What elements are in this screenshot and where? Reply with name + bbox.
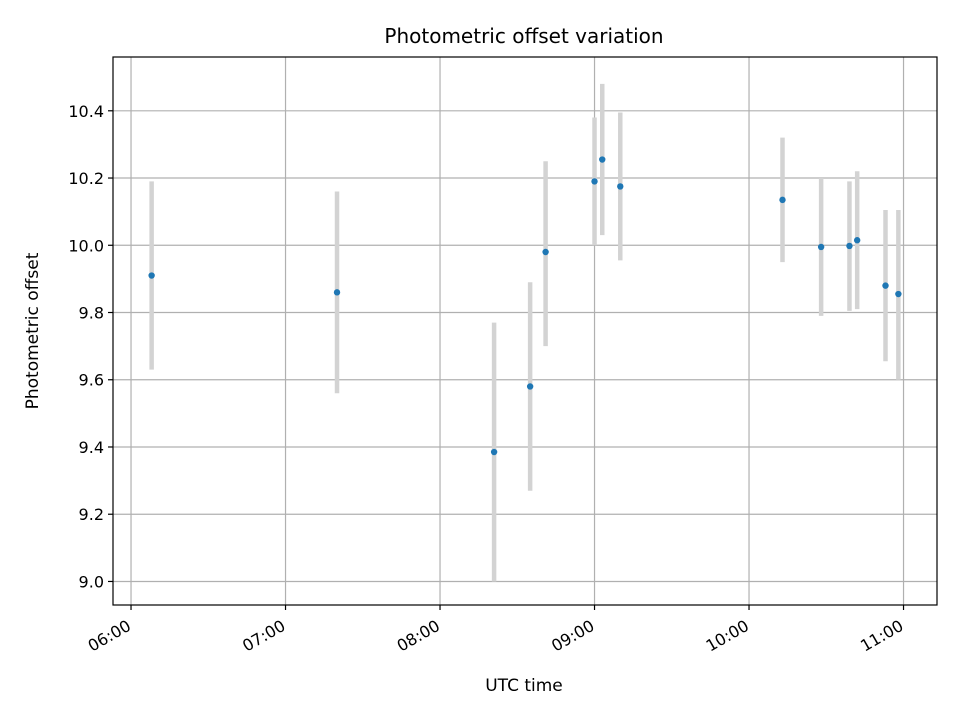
y-tick-label: 9.2 (79, 505, 104, 524)
data-points (148, 156, 902, 456)
data-point (846, 242, 853, 250)
data-point (542, 248, 549, 256)
data-point (599, 156, 606, 163)
y-tick-label: 9.4 (79, 438, 104, 457)
x-axis-label: UTC time (485, 676, 563, 696)
grid (113, 57, 937, 605)
data-point (333, 289, 341, 296)
data-point (617, 183, 624, 190)
data-point (490, 448, 498, 456)
data-point (591, 178, 598, 185)
data-point (779, 196, 786, 204)
data-point (526, 383, 534, 390)
y-axis-label: Photometric offset (23, 252, 43, 409)
y-tick-label: 10.4 (68, 102, 104, 121)
chart-title: Photometric offset variation (384, 24, 663, 48)
data-point (895, 290, 902, 298)
data-point (817, 243, 825, 251)
y-axis-ticks: 9.0 9.2 9.4 9.6 9.8 10.0 10.2 10.4 (68, 102, 113, 591)
y-tick-label: 10.0 (68, 236, 104, 255)
plot-frame (112, 56, 938, 606)
y-tick-label: 10.2 (68, 169, 104, 188)
data-point (882, 282, 889, 289)
y-tick-label: 9.6 (79, 371, 104, 390)
y-tick-label: 9.8 (79, 304, 104, 323)
data-point (148, 272, 155, 279)
data-point (853, 237, 861, 244)
y-tick-label: 9.0 (79, 572, 104, 591)
